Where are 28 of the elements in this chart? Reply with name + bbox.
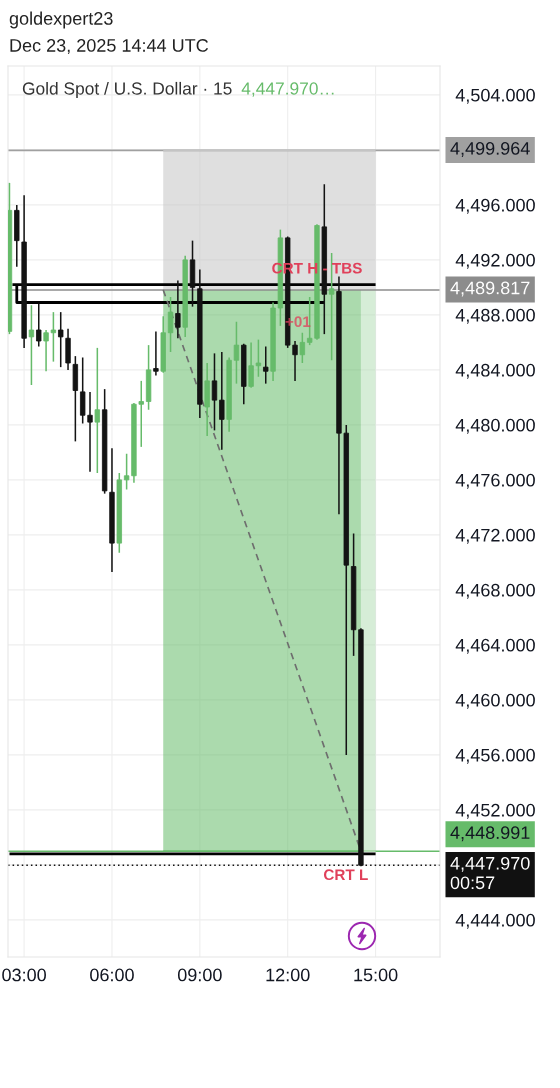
y-tick-label: 4,480.000 xyxy=(455,418,535,434)
x-tick-label: 12:00 xyxy=(266,968,310,982)
annotation: CRT L xyxy=(323,869,368,881)
y-tick-label: 4,472.000 xyxy=(455,528,535,544)
x-tick-label: 06:00 xyxy=(90,968,134,982)
annotation: Gold Spot / U.S. Dollar · 15 xyxy=(22,81,232,99)
y-tick-label: 4,444.000 xyxy=(455,913,535,929)
chart-subtitle: Dec 23, 2025 14:44 UTC xyxy=(10,39,209,54)
chart-title: goldexpert23 xyxy=(9,11,113,29)
ref-line-label: 4,447.970 00:57 xyxy=(450,856,530,890)
y-tick-label: 4,452.000 xyxy=(455,803,535,819)
x-tick-label: 03:00 xyxy=(2,968,46,982)
ref-line-label: 4,489.817 xyxy=(450,281,530,297)
x-tick-label: 15:00 xyxy=(354,968,398,982)
y-tick-label: 4,504.000 xyxy=(455,88,535,104)
y-tick-label: 4,496.000 xyxy=(455,198,535,214)
y-tick-label: 4,468.000 xyxy=(455,583,535,599)
y-tick-label: 4,460.000 xyxy=(455,693,535,709)
y-tick-label: 4,484.000 xyxy=(455,363,535,379)
ref-line-label: 4,448.991 xyxy=(450,826,530,842)
y-tick-label: 4,476.000 xyxy=(455,473,535,489)
y-tick-label: 4,488.000 xyxy=(455,308,535,324)
y-tick-label: 4,456.000 xyxy=(455,748,535,764)
annotation: 4,447.970… xyxy=(241,82,334,97)
y-tick-label: 4,492.000 xyxy=(455,253,535,269)
ref-line-label: 4,499.964 xyxy=(450,142,530,157)
y-tick-label: 4,464.000 xyxy=(455,638,535,654)
x-tick-label: 09:00 xyxy=(177,968,222,982)
